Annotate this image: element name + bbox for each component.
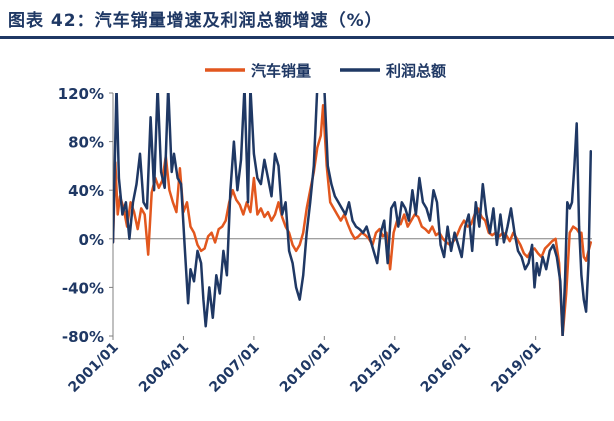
- series-clip-group: [113, 93, 592, 336]
- y-tick-label: -80%: [62, 328, 104, 346]
- title-divider: [0, 36, 614, 39]
- x-tick-label: 2010/01: [277, 340, 333, 396]
- series-layer: [113, 93, 592, 336]
- x-tick-label: 2004/01: [136, 340, 192, 396]
- series-line-total-profit: [113, 93, 592, 336]
- y-tick-label: -40%: [62, 279, 104, 297]
- y-tick-label: 0%: [79, 231, 104, 249]
- legend-label-auto-sales: 汽车销量: [251, 62, 311, 80]
- x-tick-label: 2016/01: [418, 340, 474, 396]
- legend-label-total-profit: 利润总额: [386, 62, 446, 80]
- x-tick-label: 2013/01: [347, 340, 403, 396]
- x-tick-label: 2001/01: [66, 340, 122, 396]
- y-tick-label: 40%: [68, 182, 104, 200]
- y-tick-label: 120%: [58, 85, 104, 103]
- y-tick-label: 80%: [68, 134, 104, 152]
- legend: 汽车销量 利润总额: [205, 62, 446, 80]
- x-tick-label: 2019/01: [488, 340, 544, 396]
- chart-title: 图表 42：汽车销量增速及利润总额增速（%）: [8, 11, 383, 31]
- x-tick-label: 2007/01: [206, 340, 262, 396]
